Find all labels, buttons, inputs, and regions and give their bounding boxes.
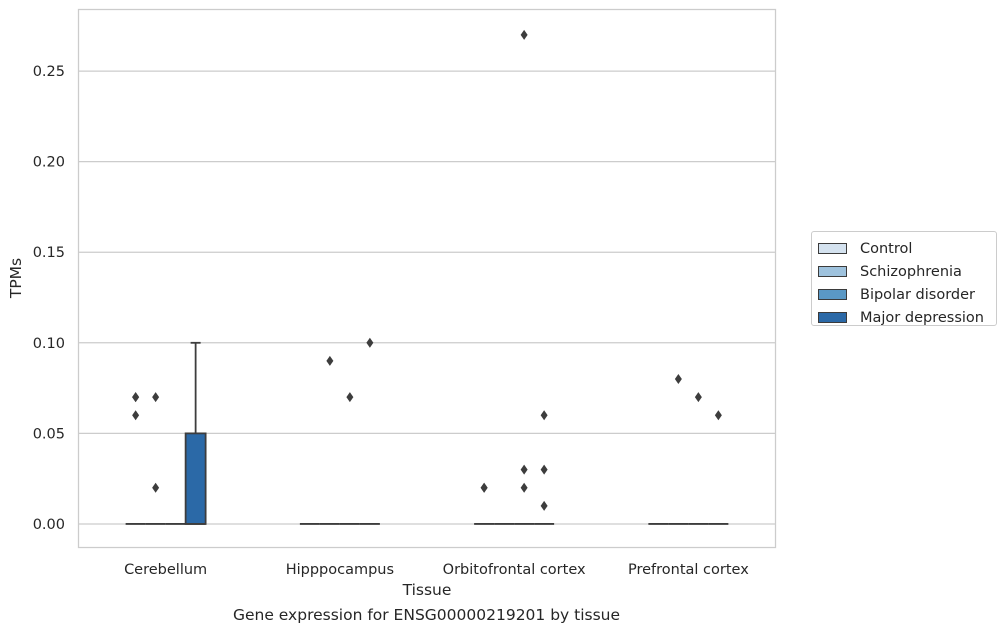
y-tick-label: 0.15 (33, 245, 65, 261)
legend-label-control: Control (860, 240, 913, 257)
legend-item-major-depression: Major depression (818, 306, 996, 329)
y-tick-label: 0.10 (33, 336, 65, 352)
legend-swatch-schizophrenia (818, 266, 847, 277)
outlier-point (540, 500, 548, 511)
outlier-point (540, 464, 548, 475)
chart-caption: Gene expression for ENSG00000219201 by t… (232, 606, 621, 624)
outlier-point (714, 410, 722, 421)
outlier-point (694, 392, 702, 403)
y-tick-labels: 0.00 0.05 0.10 0.15 0.20 0.25 (33, 64, 65, 533)
outlier-point (326, 355, 334, 366)
outlier-point (520, 29, 528, 40)
outlier-point (520, 464, 528, 475)
legend-label-schizophrenia: Schizophrenia (860, 263, 962, 280)
outlier-point (480, 482, 488, 493)
legend-swatch-major-depression (818, 312, 847, 323)
x-tick-label: Hipppocampus (286, 562, 394, 578)
x-tick-label: Cerebellum (124, 562, 207, 578)
y-axis-label: TPMs (7, 258, 25, 299)
outlier-point (366, 337, 374, 348)
y-tick-label: 0.25 (33, 64, 65, 80)
outlier-point (152, 482, 160, 493)
box-groups (125, 29, 729, 525)
legend-label-bipolar-disorder: Bipolar disorder (860, 286, 975, 303)
y-tick-label: 0.05 (33, 426, 65, 442)
plot-frame (77, 8, 777, 549)
outlier-point (520, 482, 528, 493)
x-axis-label: Tissue (402, 581, 452, 599)
y-tick-label: 0.20 (33, 155, 65, 171)
legend-item-schizophrenia: Schizophrenia (818, 260, 996, 283)
x-tick-label: Prefrontal cortex (628, 562, 749, 578)
outlier-point (132, 392, 140, 403)
outlier-point (346, 392, 354, 403)
x-tick-label: Orbitofrontal cortex (443, 562, 586, 578)
y-tick-label: 0.00 (33, 517, 65, 533)
legend-swatch-bipolar-disorder (818, 289, 847, 300)
legend-label-major-depression: Major depression (860, 309, 984, 326)
y-gridlines (78, 70, 776, 525)
legend-swatch-control (818, 243, 847, 254)
box (184, 432, 207, 525)
x-tick-labels: Cerebellum Hipppocampus Orbitofrontal cort… (124, 562, 749, 578)
outlier-point (674, 374, 682, 385)
legend: Control Schizophrenia Bipolar disorder M… (811, 231, 997, 326)
outlier-point (152, 392, 160, 403)
legend-item-control: Control (818, 237, 996, 260)
legend-item-bipolar-disorder: Bipolar disorder (818, 283, 996, 306)
outlier-point (132, 410, 140, 421)
outlier-point (540, 410, 548, 421)
